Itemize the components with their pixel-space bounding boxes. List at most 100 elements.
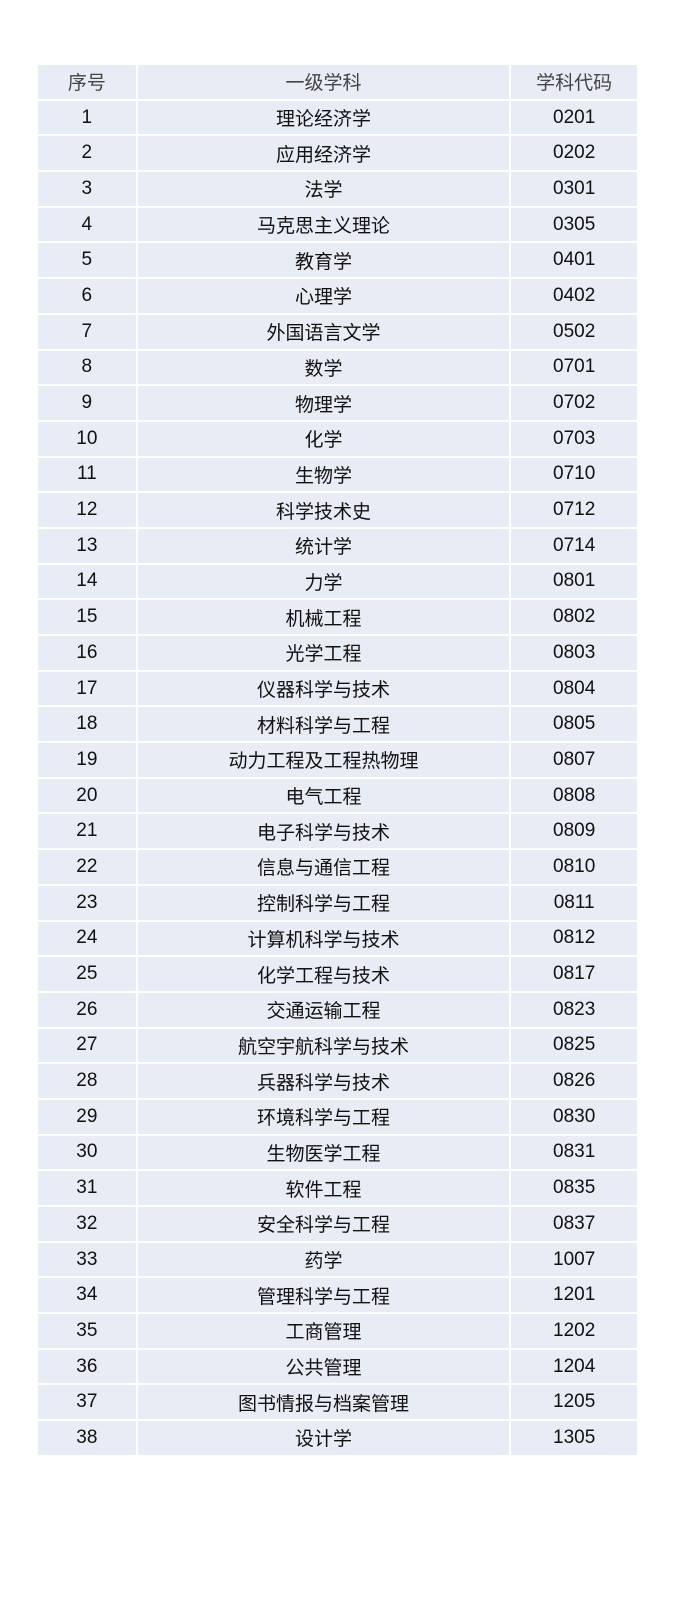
- row-discipline: 统计学: [135, 526, 512, 565]
- row-discipline: 数学: [135, 348, 512, 387]
- header-row: 序号 一级学科 学科代码: [36, 63, 639, 101]
- row-code: 0823: [509, 990, 639, 1029]
- row-discipline: 理论经济学: [135, 98, 512, 137]
- discipline-table: 序号 一级学科 学科代码 1 理论经济学 0201 2 应用经济学 0202 3 法学 0301…: [36, 63, 639, 1457]
- row-code: 0401: [509, 241, 639, 280]
- row-discipline: 化学工程与技术: [135, 955, 512, 993]
- row-index: 31: [36, 1169, 138, 1207]
- table-row: 30 生物医学工程 0831: [36, 1133, 639, 1172]
- row-code: 0714: [509, 526, 639, 565]
- row-discipline: 力学: [135, 562, 512, 601]
- row-index: 37: [36, 1383, 138, 1422]
- row-code: 0811: [509, 883, 639, 922]
- row-code: 0830: [509, 1097, 639, 1136]
- row-discipline: 化学: [135, 419, 512, 458]
- row-code: 1205: [509, 1383, 639, 1422]
- row-discipline: 安全科学与工程: [135, 1205, 512, 1243]
- row-code: 0808: [509, 776, 639, 815]
- row-discipline: 应用经济学: [135, 134, 512, 173]
- row-discipline: 药学: [135, 1240, 512, 1279]
- row-index: 18: [36, 705, 138, 744]
- row-code: 0831: [509, 1133, 639, 1172]
- row-index: 34: [36, 1276, 138, 1315]
- table-row: 6 心理学 0402: [36, 277, 639, 315]
- table-row: 17 仪器科学与技术 0804: [36, 669, 639, 708]
- row-discipline: 法学: [135, 170, 512, 208]
- row-code: 1007: [509, 1240, 639, 1279]
- row-discipline: 材料科学与工程: [135, 705, 512, 744]
- row-code: 0837: [509, 1205, 639, 1243]
- row-index: 16: [36, 634, 138, 672]
- row-code: 0826: [509, 1062, 639, 1100]
- table-row: 7 外国语言文学 0502: [36, 312, 639, 351]
- table-row: 37 图书情报与档案管理 1205: [36, 1383, 639, 1422]
- row-code: 0201: [509, 98, 639, 137]
- row-discipline: 生物学: [135, 455, 512, 494]
- row-discipline: 机械工程: [135, 598, 512, 636]
- row-code: 0305: [509, 205, 639, 244]
- row-code: 0502: [509, 312, 639, 351]
- row-code: 0710: [509, 455, 639, 494]
- table-row: 2 应用经济学 0202: [36, 134, 639, 173]
- row-index: 27: [36, 1026, 138, 1065]
- row-code: 1201: [509, 1276, 639, 1315]
- row-discipline: 教育学: [135, 241, 512, 280]
- table-row: 14 力学 0801: [36, 562, 639, 601]
- table-row: 11 生物学 0710: [36, 455, 639, 494]
- row-discipline: 图书情报与档案管理: [135, 1383, 512, 1422]
- row-index: 7: [36, 312, 138, 351]
- row-index: 5: [36, 241, 138, 280]
- table-row: 10 化学 0703: [36, 419, 639, 458]
- row-code: 0810: [509, 848, 639, 886]
- row-code: 1202: [509, 1312, 639, 1350]
- row-discipline: 航空宇航科学与技术: [135, 1026, 512, 1065]
- row-code: 0712: [509, 491, 639, 529]
- row-code: 1305: [509, 1419, 639, 1457]
- row-code: 0202: [509, 134, 639, 173]
- row-index: 35: [36, 1312, 138, 1350]
- table-row: 3 法学 0301: [36, 170, 639, 208]
- row-discipline: 环境科学与工程: [135, 1097, 512, 1136]
- table-row: 16 光学工程 0803: [36, 634, 639, 672]
- row-index: 2: [36, 134, 138, 173]
- table-row: 33 药学 1007: [36, 1240, 639, 1279]
- table-row: 15 机械工程 0802: [36, 598, 639, 636]
- row-index: 11: [36, 455, 138, 494]
- row-index: 32: [36, 1205, 138, 1243]
- table-row: 36 公共管理 1204: [36, 1347, 639, 1386]
- row-discipline: 管理科学与工程: [135, 1276, 512, 1315]
- table-row: 19 动力工程及工程热物理 0807: [36, 741, 639, 779]
- table-row: 20 电气工程 0808: [36, 776, 639, 815]
- table-row: 24 计算机科学与技术 0812: [36, 919, 639, 958]
- row-index: 8: [36, 348, 138, 387]
- row-index: 29: [36, 1097, 138, 1136]
- header-index: 序号: [36, 63, 138, 101]
- row-code: 1204: [509, 1347, 639, 1386]
- row-index: 38: [36, 1419, 138, 1457]
- table-row: 27 航空宇航科学与技术 0825: [36, 1026, 639, 1065]
- row-index: 20: [36, 776, 138, 815]
- header-discipline: 一级学科: [135, 63, 512, 101]
- row-code: 0802: [509, 598, 639, 636]
- row-discipline: 外国语言文学: [135, 312, 512, 351]
- table-row: 35 工商管理 1202: [36, 1312, 639, 1350]
- row-discipline: 电子科学与技术: [135, 812, 512, 851]
- table-row: 18 材料科学与工程 0805: [36, 705, 639, 744]
- table-row: 4 马克思主义理论 0305: [36, 205, 639, 244]
- row-discipline: 兵器科学与技术: [135, 1062, 512, 1100]
- row-discipline: 软件工程: [135, 1169, 512, 1207]
- row-code: 0804: [509, 669, 639, 708]
- table-row: 1 理论经济学 0201: [36, 98, 639, 137]
- row-index: 6: [36, 277, 138, 315]
- row-code: 0812: [509, 919, 639, 958]
- table-row: 32 安全科学与工程 0837: [36, 1205, 639, 1243]
- row-index: 1: [36, 98, 138, 137]
- table-row: 12 科学技术史 0712: [36, 491, 639, 529]
- row-index: 22: [36, 848, 138, 886]
- row-code: 0801: [509, 562, 639, 601]
- row-code: 0301: [509, 170, 639, 208]
- row-index: 30: [36, 1133, 138, 1172]
- row-code: 0703: [509, 419, 639, 458]
- row-code: 0803: [509, 634, 639, 672]
- row-index: 9: [36, 384, 138, 422]
